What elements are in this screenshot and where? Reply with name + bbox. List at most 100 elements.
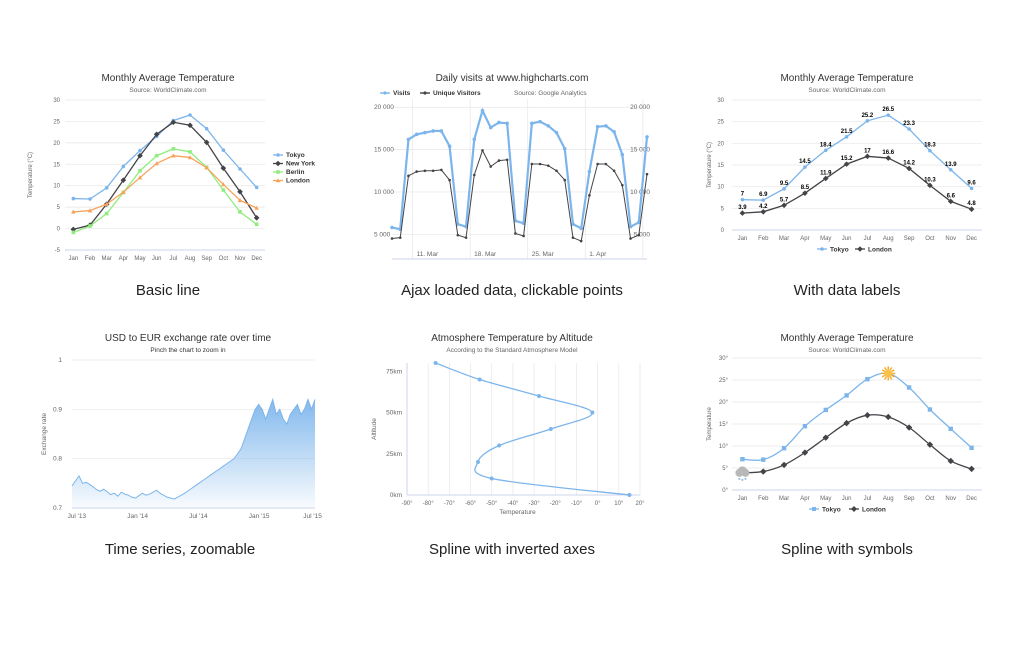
data-point — [563, 178, 567, 182]
data-point — [604, 124, 608, 128]
chart-ajax-visits[interactable]: Daily visits at www.highcharts.com Source… — [362, 65, 662, 265]
y-tick-label: 25 — [717, 120, 724, 126]
caption-inverted: Spline with inverted axes — [429, 541, 595, 558]
x-tick-label: Jul '13 — [68, 513, 87, 520]
data-point — [621, 183, 624, 187]
data-point — [481, 149, 484, 152]
series-line — [435, 362, 630, 496]
legend-item: Unique Visitors — [433, 90, 481, 97]
x-tick-label: Nov — [235, 256, 246, 262]
y-tick-label: 15 — [717, 163, 724, 169]
x-tick-label: Aug — [883, 496, 894, 502]
data-point — [188, 150, 192, 154]
data-point — [865, 376, 870, 382]
data-point — [439, 129, 444, 133]
data-point — [154, 153, 159, 158]
data-point — [477, 377, 482, 382]
x-tick-label: Mar — [779, 496, 789, 502]
x-tick-label: Jan '15 — [249, 513, 270, 520]
chart-subtitle: Source: WorldClimate.com — [808, 347, 885, 354]
y-tick-label: -5 — [55, 248, 61, 254]
chart-title: Monthly Average Temperature — [780, 73, 913, 84]
chart-data-labels[interactable]: Monthly Average Temperature Source: World… — [697, 65, 997, 265]
data-point — [579, 239, 583, 243]
chart-time-series[interactable]: USD to EUR exchange rate over time Pinch … — [30, 325, 330, 525]
chart-title: Atmosphere Temperature by Altitude — [431, 333, 593, 344]
data-point — [906, 165, 912, 172]
data-point — [188, 113, 192, 117]
x-tick-label: Dec — [251, 256, 262, 262]
data-point — [414, 132, 419, 137]
gallery-tile-basic-line[interactable]: Monthly Average Temperature Source: World… — [20, 65, 320, 265]
data-point — [415, 170, 418, 173]
data-point — [221, 182, 226, 187]
data-point — [238, 210, 242, 214]
data-point — [137, 152, 143, 159]
data-point — [620, 152, 625, 157]
data-point — [927, 407, 933, 412]
gallery-tile-data-labels[interactable]: Monthly Average Temperature Source: World… — [697, 65, 997, 265]
gallery-tile-symbols[interactable]: Monthly Average Temperature Source: World… — [697, 325, 997, 525]
y-tick-label: 10 — [53, 184, 60, 190]
chart-subtitle: Pinch the chart to zoom in — [150, 347, 226, 354]
data-label: 16.6 — [882, 150, 894, 156]
data-label: 14.5 — [799, 159, 811, 165]
chart-spline-symbols[interactable]: Monthly Average Temperature Source: World… — [697, 325, 997, 525]
gallery-tile-time-series[interactable]: USD to EUR exchange rate over time Pinch … — [30, 325, 330, 525]
series-line — [391, 149, 648, 242]
y-tick-label: 25 — [53, 119, 60, 125]
x-tick-label: Sep — [904, 496, 915, 502]
x-tick-label: Jan '14 — [127, 513, 148, 520]
chart-subtitle: Source: WorldClimate.com — [129, 87, 206, 94]
x-tick-label: Feb — [85, 256, 96, 262]
data-point — [71, 209, 76, 214]
x-tick-label: Jul '14 — [189, 513, 208, 520]
data-point — [947, 457, 954, 465]
chart-subtitle: According to the Standard Atmosphere Mod… — [446, 347, 578, 354]
data-point — [204, 165, 209, 170]
data-label: 13.9 — [945, 162, 957, 168]
data-point — [187, 155, 193, 160]
data-point — [595, 124, 600, 129]
data-label: 3.9 — [738, 205, 747, 211]
legend-item: London — [286, 178, 310, 185]
y-axis-title: Temperature (°C) — [707, 142, 713, 188]
data-point — [514, 232, 517, 235]
series-line — [742, 155, 972, 214]
data-point — [596, 162, 599, 166]
y-tick-label: 0° — [722, 488, 728, 494]
x-tick-label: 11. Mar — [417, 251, 439, 258]
gallery-tile-inverted[interactable]: Atmosphere Temperature by Altitude Accord… — [362, 325, 662, 525]
data-point — [546, 164, 550, 167]
y-tick-label: 5° — [722, 466, 728, 472]
snowflake — [744, 477, 747, 480]
data-label: 26.5 — [882, 107, 894, 113]
y-tick-label: 0.9 — [53, 406, 62, 413]
y-tick-label: 20° — [719, 400, 729, 406]
data-point — [71, 196, 76, 201]
y-axis-title: Temperature — [707, 406, 713, 440]
y-tick-label: 10° — [719, 444, 729, 450]
chart-title: Monthly Average Temperature — [101, 73, 234, 84]
sun-core — [884, 369, 893, 378]
x-tick-label: Jul — [169, 256, 177, 262]
x-tick-label: Jan — [68, 256, 78, 262]
x-tick-label: Sep — [201, 256, 212, 262]
series-line — [71, 397, 316, 500]
data-point — [844, 393, 849, 398]
y-tick-label: 20 — [53, 141, 60, 147]
data-point — [221, 188, 226, 192]
chart-basic-line[interactable]: Monthly Average Temperature Source: World… — [20, 65, 320, 265]
x-tick-label: -70° — [444, 501, 456, 507]
y-tick-label: 20 — [717, 141, 724, 147]
data-point — [627, 493, 632, 497]
x-tick-label: Oct — [925, 496, 935, 502]
chart-spline-inverted[interactable]: Atmosphere Temperature by Altitude Accord… — [362, 325, 662, 525]
x-tick-label: Dec — [966, 496, 977, 502]
series-line — [391, 107, 649, 231]
y-tick-label: 0.7 — [53, 505, 62, 512]
data-point — [423, 130, 427, 135]
data-point — [488, 125, 493, 130]
gallery-tile-ajax[interactable]: Daily visits at www.highcharts.com Source… — [362, 65, 662, 265]
x-tick-label: 18. Mar — [474, 251, 497, 258]
